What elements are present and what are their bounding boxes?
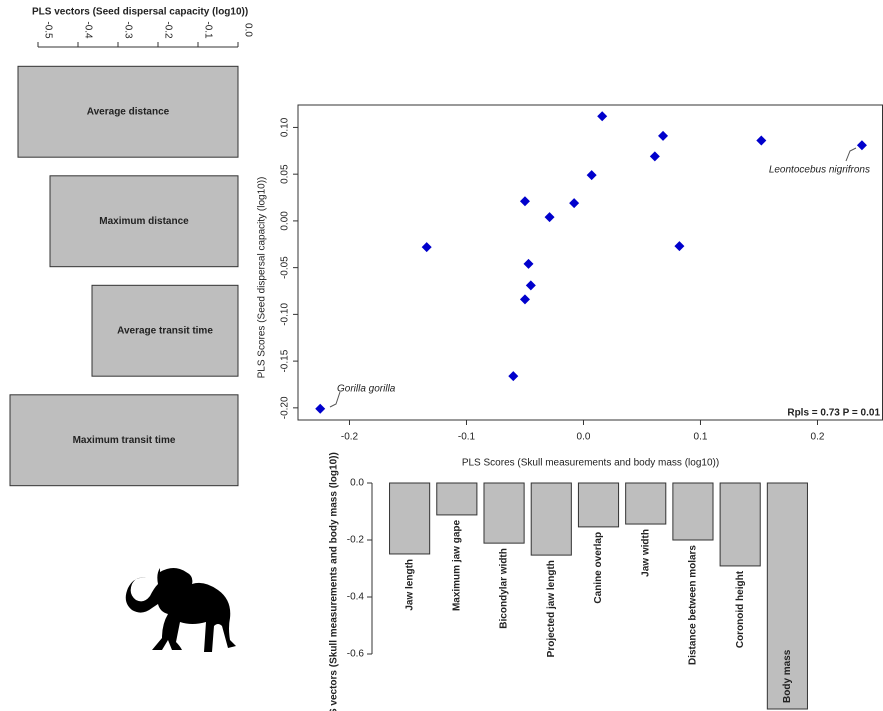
bar — [531, 483, 571, 555]
y-tick-label: -0.6 — [347, 649, 365, 660]
point — [315, 404, 325, 414]
page: {"chart_data": [ {"type": "barh", "x_lab… — [0, 0, 883, 711]
point — [545, 212, 555, 222]
x-tick-label: -0.2 — [162, 21, 173, 39]
point — [674, 241, 684, 251]
point — [520, 196, 530, 206]
bar — [484, 483, 524, 543]
x-tick-label: 0.1 — [694, 432, 708, 443]
point — [523, 259, 533, 269]
monkey-silhouette — [126, 568, 236, 652]
point — [857, 140, 867, 150]
y-tick-label: -0.10 — [280, 303, 291, 326]
y-tick-label: 0.05 — [280, 164, 291, 184]
bar — [673, 483, 713, 540]
bar — [437, 483, 477, 515]
point — [756, 136, 766, 146]
x-tick-label: 0.0 — [577, 432, 591, 443]
bar-label: Coronoid height — [735, 570, 746, 648]
bar — [578, 483, 618, 527]
y-tick-label: 0.10 — [280, 117, 291, 137]
bar-label: Bicondylar width — [499, 548, 510, 629]
y-tick-label: -0.05 — [280, 256, 291, 279]
point — [569, 198, 579, 208]
x-tick-label: -0.1 — [202, 21, 213, 39]
point — [597, 111, 607, 121]
x-tick-label: -0.2 — [341, 432, 359, 443]
x-axis-title: PLS Scores (Skull measurements and body … — [462, 458, 719, 469]
point — [508, 371, 518, 381]
annotation: Leontocebus nigrifrons — [769, 165, 870, 176]
stats: Rpls = 0.73 P = 0.01 — [787, 408, 880, 419]
bar-label: Average transit time — [117, 325, 213, 336]
bar-label: Distance between molars — [688, 545, 699, 665]
x-tick-label: -0.5 — [42, 21, 53, 39]
x-tick-label: 0.0 — [242, 23, 253, 37]
y-axis-title: PLS vectors (Skull measurements and body… — [329, 452, 340, 711]
bar-label: Average distance — [87, 106, 170, 117]
x-axis-title: PLS vectors (Seed dispersal capacity (lo… — [32, 7, 248, 18]
bar-label: Jaw width — [640, 529, 651, 577]
y-tick-label: -0.2 — [347, 535, 365, 546]
y-tick-label: -0.20 — [280, 396, 291, 419]
bar — [390, 483, 430, 554]
bar-label: Maximum jaw gape — [451, 519, 462, 611]
bar-label: Projected jaw length — [546, 560, 557, 657]
annotation: Gorilla gorilla — [337, 384, 396, 395]
point — [526, 280, 536, 290]
y-axis-title: PLS Scores (Seed dispersal capacity (log… — [257, 177, 268, 379]
bar — [626, 483, 666, 524]
x-tick-label: -0.4 — [82, 21, 93, 39]
y-tick-label: -0.15 — [280, 349, 291, 372]
annotation-leader — [846, 148, 856, 161]
y-tick-label: 0.0 — [350, 478, 364, 489]
y-tick-label: -0.4 — [347, 592, 365, 603]
y-tick-label: 0.00 — [280, 211, 291, 231]
figure: PLS vectors (Seed dispersal capacity (lo… — [0, 0, 883, 711]
bar-label: Body mass — [782, 649, 793, 703]
bar-label: Jaw length — [404, 559, 415, 611]
point — [650, 151, 660, 161]
point — [422, 242, 432, 252]
point — [520, 294, 530, 304]
bar-label: Maximum transit time — [73, 435, 176, 446]
x-tick-label: 0.2 — [811, 432, 825, 443]
point — [658, 131, 668, 141]
x-tick-label: -0.1 — [458, 432, 476, 443]
point — [587, 170, 597, 180]
x-tick-label: -0.3 — [122, 21, 133, 39]
bar — [720, 483, 760, 566]
plot-frame — [298, 105, 883, 420]
bar-label: Canine overlap — [593, 532, 604, 604]
bar-label: Maximum distance — [99, 216, 189, 227]
